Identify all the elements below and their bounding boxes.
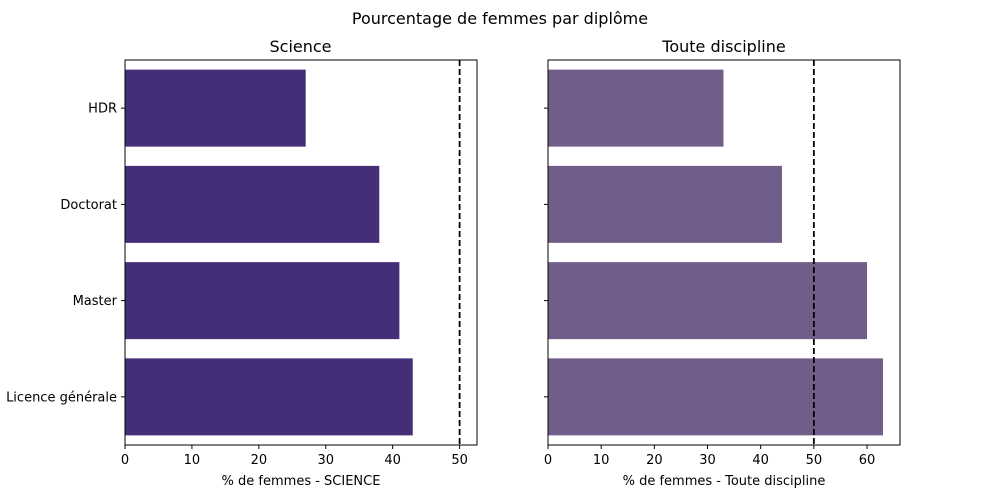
plot-frame-science	[124, 59, 478, 446]
panel-title-toute-discipline: Toute discipline	[661, 37, 785, 56]
plot-frame-toute-discipline	[547, 59, 901, 446]
bar	[125, 165, 380, 243]
y-ticks-toute-discipline	[544, 107, 548, 398]
y-tick-label: Master	[73, 294, 118, 309]
x-ticks-toute-discipline: 0 10 20 30 40 50 60	[544, 445, 875, 468]
x-axis-label-science: % de femmes - SCIENCE	[222, 474, 381, 489]
x-tick-label: 40	[752, 453, 769, 468]
x-tick-label: 40	[384, 453, 401, 468]
panel-science: Science HDR Doctorat Master Licence général…	[6, 37, 478, 489]
x-tick-label: 30	[699, 453, 716, 468]
y-tick-label: Doctorat	[60, 198, 117, 213]
x-tick-label: 0	[121, 453, 129, 468]
x-tick-label: 50	[806, 453, 823, 468]
y-tick-label: Licence générale	[6, 390, 117, 405]
figure-title: Pourcentage de femmes par diplôme	[352, 9, 648, 28]
bar	[548, 69, 724, 147]
bar	[125, 69, 306, 147]
x-tick-label: 50	[451, 453, 468, 468]
bar	[125, 358, 413, 436]
bars-science	[125, 69, 413, 436]
bar	[548, 165, 782, 243]
y-tick-label: HDR	[88, 102, 117, 117]
x-tick-label: 20	[251, 453, 268, 468]
bar	[125, 262, 400, 340]
panel-title-science: Science	[269, 37, 331, 56]
panel-toute-discipline: Toute discipline 0 10 20 30 40 50 60 % de femm…	[544, 37, 901, 489]
x-tick-label: 30	[317, 453, 334, 468]
y-ticks-science: HDR Doctorat Master Licence générale	[6, 102, 125, 405]
bars-toute-discipline	[548, 69, 883, 436]
x-tick-label: 10	[184, 453, 201, 468]
bar	[548, 262, 868, 340]
bar	[548, 358, 883, 436]
x-tick-label: 20	[646, 453, 663, 468]
x-tick-label: 60	[859, 453, 876, 468]
x-axis-label-toute-discipline: % de femmes - Toute discipline	[623, 474, 826, 489]
x-tick-label: 10	[593, 453, 610, 468]
x-ticks-science: 0 10 20 30 40 50	[121, 445, 468, 468]
x-tick-label: 0	[544, 453, 552, 468]
